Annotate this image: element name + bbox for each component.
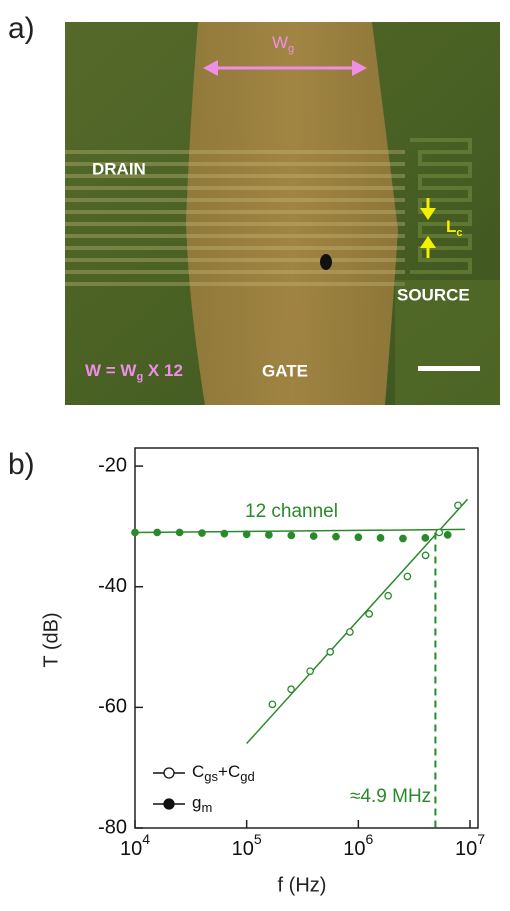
x-tick-exp: 5 — [254, 831, 262, 847]
x-tick-label: 107 — [455, 831, 485, 861]
w-eq-sub: g — [136, 371, 143, 383]
legend-marker — [163, 767, 175, 779]
data-point — [131, 528, 139, 537]
legend-marker — [163, 798, 175, 810]
annotation: 12 channel — [245, 501, 338, 522]
legend-text: g — [192, 793, 201, 812]
data-point — [454, 501, 462, 510]
legend-text: +C — [218, 762, 240, 781]
legend-label: Cgs+Cgd — [192, 762, 255, 784]
y-axis-label: T (dB) — [40, 612, 62, 667]
panel-label: a) — [8, 12, 35, 45]
y-tick-label: -20 — [98, 454, 127, 476]
x-tick-label: 104 — [120, 831, 150, 861]
source-label: SOURCE — [397, 285, 470, 304]
drain-label: DRAIN — [92, 159, 146, 178]
w-eq-rest: X 12 — [143, 361, 183, 380]
y-tick-label: -40 — [98, 575, 127, 597]
x-tick-exp: 6 — [366, 831, 374, 847]
fit-line — [246, 498, 469, 745]
data-point — [265, 531, 273, 539]
data-point — [421, 551, 430, 560]
lc-text: L — [446, 217, 456, 236]
data-point — [306, 667, 314, 676]
gate-label: GATE — [262, 361, 308, 380]
data-point — [365, 610, 374, 618]
x-tick-base: 10 — [232, 838, 254, 860]
data-point — [403, 572, 412, 581]
annotation: ≈4.9 MHz — [350, 786, 431, 807]
data-point — [443, 531, 452, 539]
wg-sub: g — [288, 43, 294, 55]
data-point — [346, 628, 354, 636]
data-point — [326, 648, 335, 656]
wg-label: Wg — [272, 33, 294, 54]
fit-line — [134, 528, 465, 534]
data-point — [242, 530, 251, 539]
data-point — [435, 528, 444, 537]
data-point — [309, 532, 318, 540]
legend-sub: m — [201, 800, 212, 815]
data-point — [376, 534, 385, 542]
legend-label: gm — [192, 793, 212, 815]
x-tick-base: 10 — [343, 838, 365, 860]
lc-label: Lc — [446, 217, 463, 238]
data-point — [153, 528, 162, 537]
micrograph — [65, 22, 500, 405]
data-point — [198, 529, 206, 537]
lc-sub: c — [456, 227, 462, 239]
x-tick-base: 10 — [455, 838, 477, 860]
x-axis-label: f (Hz) — [278, 874, 327, 896]
data-point — [332, 532, 340, 541]
data-point — [354, 533, 363, 542]
data-point — [287, 685, 295, 694]
data-point — [175, 528, 184, 537]
x-tick-exp: 7 — [477, 831, 485, 847]
panel-label: b) — [8, 448, 35, 481]
data-point — [268, 700, 277, 709]
wg-text: W — [272, 33, 288, 52]
legend-sub: gd — [240, 769, 254, 784]
w-equation: W = Wg X 12 — [85, 361, 183, 382]
legend-sub: gs — [204, 769, 218, 784]
x-tick-exp: 4 — [142, 831, 150, 847]
x-tick-base: 10 — [120, 838, 142, 860]
x-tick-label: 105 — [232, 831, 262, 861]
y-tick-label: -80 — [98, 816, 127, 838]
x-tick-label: 106 — [343, 831, 373, 861]
data-point — [384, 591, 393, 600]
legend-text: C — [192, 762, 204, 781]
data-point — [287, 531, 296, 540]
plot-frame — [134, 447, 479, 829]
data-point — [421, 534, 430, 542]
data-point — [399, 534, 407, 543]
w-eq-text: W = W — [85, 361, 137, 380]
data-point — [220, 529, 229, 538]
y-tick-label: -60 — [98, 696, 127, 718]
